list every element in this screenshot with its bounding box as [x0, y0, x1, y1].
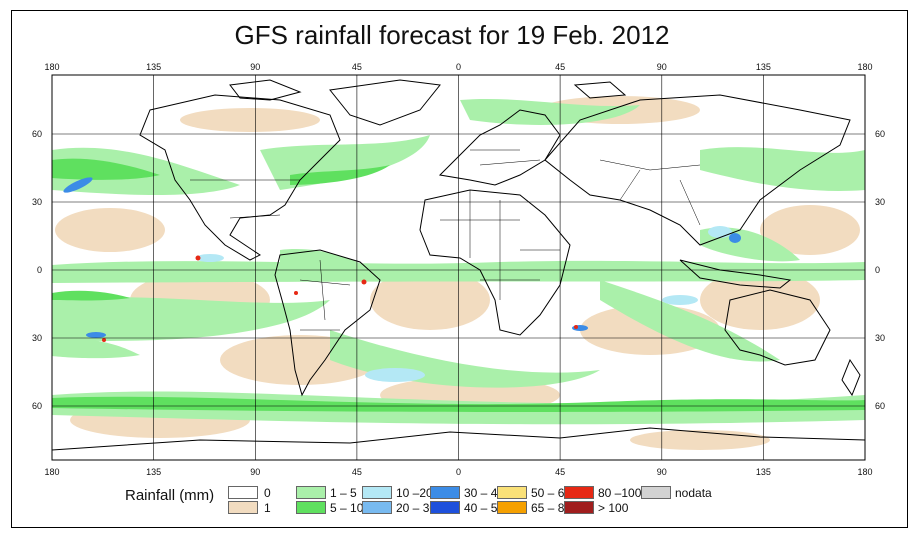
intense-rain-spots	[63, 177, 741, 338]
legend-label: 50 – 65	[531, 486, 572, 500]
lon-label-top: 135	[146, 62, 161, 72]
lat-label-left: 0	[37, 265, 42, 275]
legend-swatch	[430, 501, 460, 514]
map-border	[51, 74, 866, 461]
legend-swatch	[228, 501, 258, 514]
lat-label-left: 60	[32, 129, 42, 139]
figure-frame	[11, 10, 908, 528]
lon-label-top: 45	[352, 62, 362, 72]
lon-label-top: 180	[44, 62, 59, 72]
legend-label: 20 – 30	[396, 501, 437, 515]
lon-label-bottom: 45	[352, 467, 362, 477]
lon-label-bottom: 45	[555, 467, 565, 477]
lat-label-right: 30	[875, 333, 885, 343]
lat-label-right: 0	[875, 265, 880, 275]
lon-label-bottom: 90	[250, 467, 260, 477]
extreme-rain-spots	[102, 255, 578, 342]
legend-label: 30 – 40	[464, 486, 505, 500]
legend-label: 1	[264, 501, 271, 515]
legend-label: 5 – 10	[330, 501, 364, 515]
legend-swatch	[296, 486, 326, 499]
legend-label: 80 –100	[598, 486, 642, 500]
lat-label-right: 60	[875, 401, 885, 411]
lon-label-bottom: 0	[456, 467, 461, 477]
legend-label: 0	[264, 486, 271, 500]
lon-label-top: 45	[555, 62, 565, 72]
lon-label-top: 135	[756, 62, 771, 72]
lon-label-top: 180	[857, 62, 872, 72]
lat-label-left: 60	[32, 401, 42, 411]
lat-label-right: 60	[875, 129, 885, 139]
lon-label-top: 0	[456, 62, 461, 72]
map-title: GFS rainfall forecast for 19 Feb. 2012	[234, 20, 670, 50]
legend-swatch	[497, 486, 527, 499]
legend-title: Rainfall (mm)	[125, 487, 215, 504]
lat-label-left: 30	[32, 197, 42, 207]
coastlines	[52, 79, 865, 451]
legend-swatch	[296, 501, 326, 514]
lon-label-top: 90	[250, 62, 260, 72]
legend-swatch	[564, 501, 594, 514]
legend-label: 65 – 80	[531, 501, 572, 515]
lon-label-bottom: 180	[44, 467, 59, 477]
lon-label-top: 90	[657, 62, 667, 72]
country-borders	[190, 149, 701, 331]
legend-swatch	[430, 486, 460, 499]
lon-label-bottom: 135	[146, 467, 161, 477]
very-heavy-rain-areas	[196, 226, 732, 382]
legend-swatch	[228, 486, 258, 499]
lat-label-left: 30	[32, 333, 42, 343]
legend-swatch	[641, 486, 671, 499]
lon-label-bottom: 90	[657, 467, 667, 477]
legend-swatch	[362, 486, 392, 499]
legend-swatch	[362, 501, 392, 514]
legend-label: nodata	[675, 486, 712, 500]
legend-label: 1 – 5	[330, 486, 357, 500]
legend-label: > 100	[598, 501, 629, 515]
lat-label-right: 30	[875, 197, 885, 207]
legend-label: 10 –20	[396, 486, 433, 500]
lon-label-bottom: 135	[756, 467, 771, 477]
lon-label-bottom: 180	[857, 467, 872, 477]
legend-label: 40 – 50	[464, 501, 505, 515]
graticule	[52, 75, 865, 460]
legend-swatch	[564, 486, 594, 499]
legend-swatch	[497, 501, 527, 514]
